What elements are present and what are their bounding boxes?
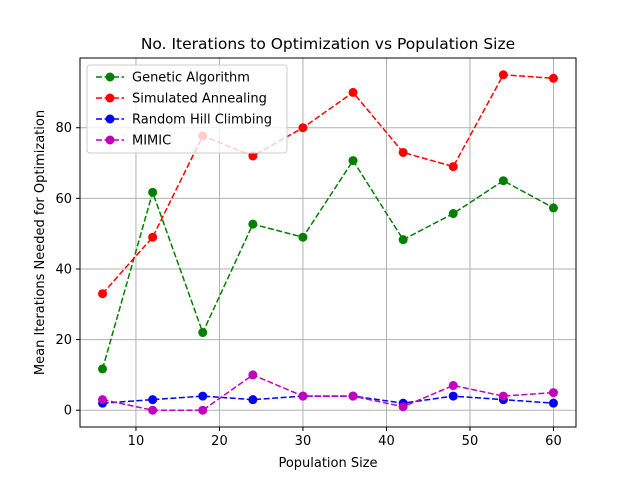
data-point [498, 70, 508, 80]
x-axis-label: Population Size [278, 456, 377, 471]
legend-marker [105, 135, 115, 145]
data-point [98, 289, 108, 299]
data-point [348, 87, 358, 97]
series-line [102, 374, 554, 411]
legend-item: MIMIC [96, 134, 171, 149]
data-point [298, 391, 308, 401]
data-point [148, 405, 158, 415]
legend-item: Genetic Algorithm [96, 71, 250, 86]
chart-title: No. Iterations to Optimization vs Popula… [141, 35, 515, 53]
legend-label: Simulated Annealing [132, 92, 267, 107]
data-point [398, 147, 408, 157]
data-point [98, 395, 108, 405]
data-point [248, 370, 258, 380]
plot-frame [79, 57, 577, 428]
data-point [548, 388, 558, 398]
y-tick-label: 80 [55, 121, 72, 136]
data-point [198, 405, 208, 415]
legend-label: Genetic Algorithm [132, 71, 250, 86]
data-point [498, 391, 508, 401]
legend-marker [105, 114, 115, 124]
y-tick-label: 60 [55, 192, 72, 207]
x-tick-label: 60 [545, 434, 562, 449]
series-genetic-algorithm [98, 156, 558, 374]
data-point [548, 203, 558, 213]
data-point [448, 391, 458, 401]
data-point [448, 381, 458, 391]
data-point [498, 176, 508, 186]
series-line [101, 159, 554, 370]
data-point [548, 398, 558, 408]
y-axis-label: Mean Iterations Needed for Optimization [33, 110, 48, 375]
ticks: 10 20 30 40 50 60 0 20 40 60 80 [55, 121, 561, 449]
series-simulated-annealing [98, 70, 558, 299]
legend-marker [105, 93, 115, 103]
data-point [348, 156, 358, 166]
legend-box [86, 64, 288, 154]
y-tick-label: 20 [55, 333, 72, 348]
data-point [148, 395, 158, 405]
data-point [148, 187, 158, 197]
data-point [198, 328, 208, 338]
series-mimic [98, 370, 558, 415]
legend-item: Random Hill Climbing [96, 113, 272, 128]
legend-label: MIMIC [132, 134, 171, 149]
legend-item: Simulated Annealing [96, 92, 267, 107]
data-point [98, 364, 108, 374]
data-point [448, 162, 458, 172]
data-point [248, 151, 258, 161]
data-point [248, 395, 258, 405]
data-point [448, 209, 458, 219]
data-point [298, 232, 308, 242]
x-tick-label: 20 [211, 434, 228, 449]
y-tick-label: 0 [64, 404, 72, 419]
y-tick-label: 40 [55, 262, 72, 277]
x-tick-label: 10 [128, 434, 145, 449]
data-point [548, 73, 558, 83]
legend: Genetic Algorithm Simulated Annealing Rand… [86, 64, 288, 154]
legend-label: Random Hill Climbing [132, 113, 272, 128]
x-tick-label: 40 [378, 434, 395, 449]
data-point [398, 235, 408, 245]
data-point [148, 232, 158, 242]
legend-marker [105, 72, 115, 82]
data-point [298, 123, 308, 133]
data-point [198, 391, 208, 401]
series-layer [98, 70, 558, 415]
x-tick-label: 50 [462, 434, 479, 449]
data-point [248, 219, 258, 229]
x-tick-label: 30 [295, 434, 312, 449]
data-point [398, 402, 408, 412]
data-point [348, 391, 358, 401]
series-line [101, 73, 554, 295]
